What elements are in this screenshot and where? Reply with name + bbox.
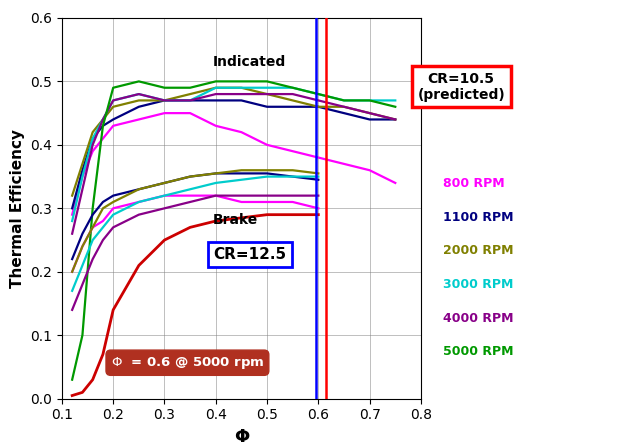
Text: CR=10.5
(predicted): CR=10.5 (predicted) [417,72,505,102]
Y-axis label: Thermal Efficiency: Thermal Efficiency [10,129,25,288]
Text: 5000 RPM: 5000 RPM [443,345,513,358]
Text: 1100 RPM: 1100 RPM [443,211,513,224]
X-axis label: Φ: Φ [234,428,249,446]
Text: Brake: Brake [213,213,259,227]
Text: 2000 RPM: 2000 RPM [443,244,513,258]
Text: 800 RPM: 800 RPM [443,177,504,190]
Text: 3000 RPM: 3000 RPM [443,278,513,291]
Text: CR=12.5: CR=12.5 [213,247,287,262]
Text: $\Phi$  = 0.6 @ 5000 rpm: $\Phi$ = 0.6 @ 5000 rpm [111,355,264,370]
Text: 4000 RPM: 4000 RPM [443,311,513,325]
Text: Indicated: Indicated [213,55,287,69]
